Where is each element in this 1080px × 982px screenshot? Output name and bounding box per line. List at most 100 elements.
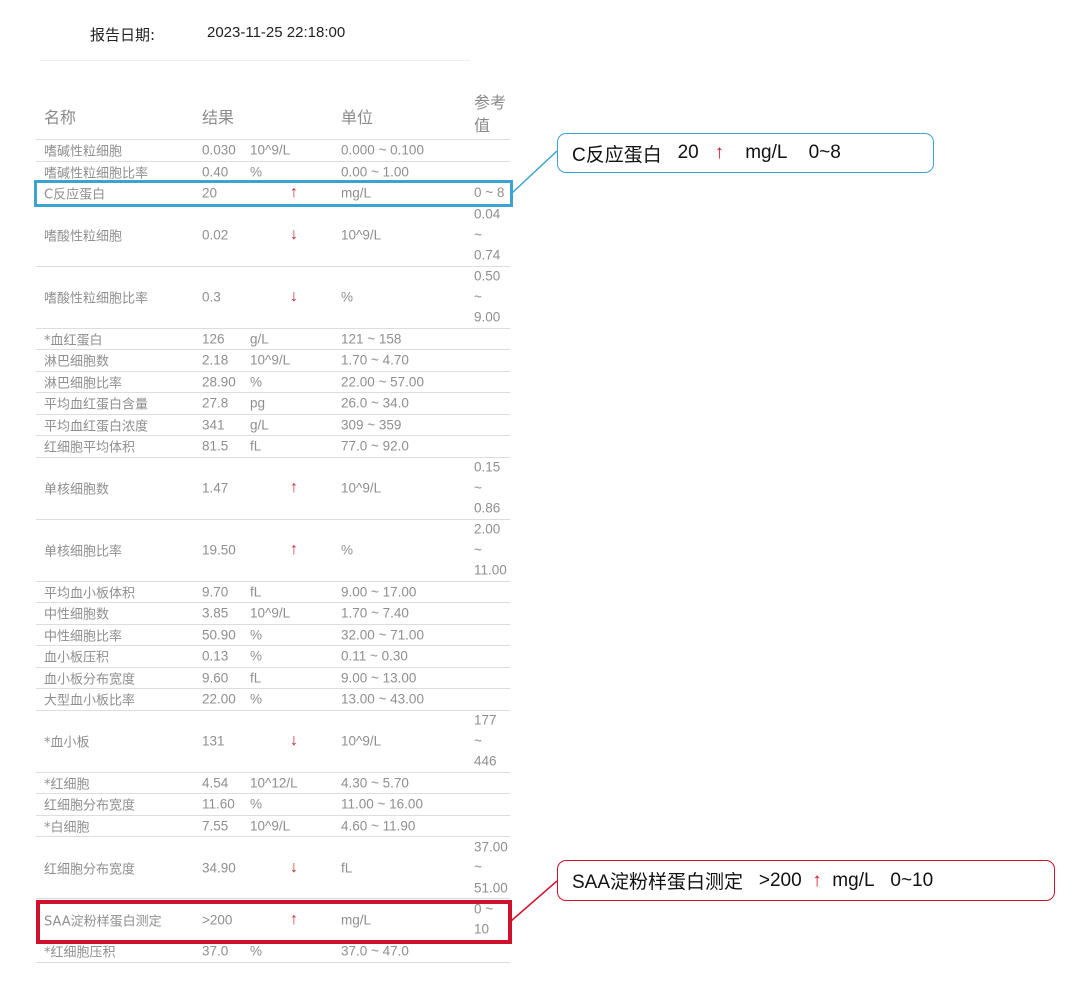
cell-unit: 10^9/L — [250, 605, 291, 621]
cell-range: 0.000 ~ 0.100 — [341, 142, 424, 158]
cell-range: 11.00 ~ 16.00 — [341, 796, 423, 812]
cell-name: *血红蛋白 — [44, 333, 103, 349]
cell-value: 7.55 — [202, 818, 229, 834]
table-row: 平均血小板体积 9.70 fL 9.00 ~ 17.00 — [36, 582, 510, 603]
cell-name: 单核细胞比率 — [44, 544, 123, 560]
cell-name: 血小板压积 — [44, 650, 110, 666]
cell-range: 1.70 ~ 7.40 — [341, 605, 409, 621]
saa-callout: SAA淀粉样蛋白测定 >200 ↑ mg/L 0~10 — [557, 860, 1055, 901]
table-body: 嗜碱性粒细胞 0.030 10^9/L 0.000 ~ 0.100 嗜碱性粒细胞比率 0.… — [36, 140, 510, 963]
cell-range: 0.50 ~ 9.00 — [474, 268, 501, 325]
table-row: 单核细胞比率 19.50 ↑% 2.00 ~ 11.00 — [36, 520, 510, 582]
cell-unit: % — [250, 627, 263, 643]
cell-value: 126 — [202, 331, 225, 347]
cell-name: *血小板 — [44, 735, 90, 751]
cell-value: 0.02 — [202, 227, 229, 243]
cell-unit: 10^9/L — [341, 733, 382, 749]
cell-name: 红细胞平均体积 — [44, 440, 136, 456]
divider — [40, 60, 470, 61]
cell-range: 9.00 ~ 17.00 — [341, 584, 417, 600]
cell-name: 嗜酸性粒细胞 — [44, 229, 123, 245]
results-table: 名称 结果 单位 参考 值 嗜碱性粒细胞 0.030 10^9/L 0.000 ~ 0… — [36, 88, 510, 963]
cell-value: >200 — [202, 912, 233, 927]
cell-value: 9.70 — [202, 584, 229, 600]
cell-unit: 10^9/L — [250, 818, 291, 834]
cell-name: 大型血小板比率 — [44, 693, 136, 709]
header-result: 结果 — [202, 108, 235, 127]
callout-range: 0~8 — [808, 142, 841, 163]
cell-unit: % — [250, 796, 263, 812]
cell-value: 3.85 — [202, 605, 229, 621]
cell-value: 34.90 — [202, 860, 236, 875]
cell-value: 11.60 — [202, 796, 235, 812]
table-row: 血小板分布宽度 9.60 fL 9.00 ~ 13.00 — [36, 668, 510, 689]
table-row: *血小板 131 ↓ 10^9/L 177 ~ 446 — [36, 711, 510, 773]
table-row: 单核细胞数 1.47 ↑ 10^9/L 0.15 ~ 0.86 — [36, 458, 510, 520]
table-row: *红细胞 4.54 10^12/L 4.30 ~ 5.70 — [36, 773, 510, 794]
cell-value: 1.47 — [202, 480, 229, 496]
cell-name: 红细胞分布宽度 — [44, 798, 136, 814]
table-row: 中性细胞数 3.85 10^9/L 1.70 ~ 7.40 — [36, 603, 510, 625]
cell-unit: 10^9/L — [250, 142, 291, 158]
table-row: 红细胞分布宽度 34.90 ↓ fL 37.00 ~ 51.00 — [36, 837, 510, 899]
cell-unit: 10^9/L — [341, 480, 382, 496]
cell-unit: % — [341, 289, 354, 305]
cell-value: 9.60 — [202, 670, 229, 686]
table-row: 中性细胞比率 50.90% 32.00 ~ 71.00 — [36, 625, 510, 646]
cell-unit: mg/L — [341, 185, 372, 201]
cell-unit: g/L — [250, 417, 269, 433]
cell-unit: % — [250, 164, 263, 180]
crp-connector — [511, 150, 558, 194]
cell-name: 平均血小板体积 — [44, 586, 136, 602]
report-date-label: 报告日期: — [90, 26, 156, 44]
cell-name: 红细胞分布宽度 — [44, 862, 136, 877]
cell-name: 单核细胞数 — [44, 482, 110, 498]
cell-unit: fL — [341, 860, 353, 875]
cell-name: 淋巴细胞数 — [44, 354, 110, 370]
cell-value: 0.3 — [202, 289, 221, 305]
cell-value: 0.030 — [202, 142, 236, 158]
table-row: 淋巴细胞比率 28.90% 22.00 ~ 57.00 — [36, 372, 510, 393]
cell-unit: % — [250, 691, 263, 707]
cell-unit: fL — [250, 670, 262, 686]
cell-range: 1.70 ~ 4.70 — [341, 352, 409, 368]
cell-unit: fL — [250, 584, 262, 600]
cell-range: 26.0 ~ 34.0 — [341, 395, 409, 411]
report-date-value: 2023-11-25 22:18:00 — [207, 24, 346, 41]
callout-name: C反应蛋白 — [572, 144, 662, 166]
table-header: 名称 结果 单位 参考 值 — [36, 88, 510, 140]
saa-highlight-box — [36, 900, 512, 944]
down-arrow-icon: ↓ — [290, 226, 298, 243]
cell-range: 77.0 ~ 92.0 — [341, 438, 409, 454]
cell-unit: % — [250, 374, 263, 390]
cell-range: 177 ~ 446 — [474, 712, 497, 769]
cell-range: 309 ~ 359 — [341, 417, 402, 433]
cell-name: 中性细胞比率 — [44, 629, 123, 645]
cell-value: 131 — [202, 733, 225, 749]
cell-unit: % — [341, 542, 354, 558]
cell-range: 0.00 ~ 1.00 — [341, 164, 409, 180]
crp-highlight-box — [34, 180, 513, 207]
up-arrow-icon: ↑ — [290, 184, 298, 202]
crp-callout: C反应蛋白 20 ↑ mg/L 0~8 — [557, 133, 934, 173]
cell-name: C反应蛋白 — [44, 187, 106, 203]
up-arrow-icon: ↑ — [714, 142, 725, 163]
up-arrow-icon: ↑ — [290, 541, 298, 558]
down-arrow-icon: ↓ — [290, 732, 298, 749]
cell-value: 28.90 — [202, 374, 236, 390]
table-row: *血红蛋白 126 g/L 121 ~ 158 — [36, 329, 510, 350]
cell-value: 37.0 — [202, 943, 229, 959]
table-row: 红细胞平均体积 81.5 fL 77.0 ~ 92.0 — [36, 436, 510, 458]
cell-name: *红细胞压积 — [44, 945, 116, 961]
table-row: *红细胞压积 37.0% 37.0 ~ 47.0 — [36, 941, 510, 963]
cell-unit: % — [250, 648, 263, 664]
callout-value: >200 — [758, 869, 802, 891]
cell-range: 37.00 ~ 51.00 — [474, 838, 508, 895]
header-ref: 参考 值 — [474, 93, 507, 135]
cell-value: 2.18 — [202, 352, 229, 368]
table-row: 嗜酸性粒细胞 0.02 ↓ 10^9/L 0.04 ~ 0.74 — [36, 205, 510, 267]
cell-value: 4.54 — [202, 775, 229, 791]
cell-unit: 10^12/L — [250, 775, 298, 791]
cell-range: 4.60 ~ 11.90 — [341, 818, 416, 834]
cell-range: 9.00 ~ 13.00 — [341, 670, 417, 686]
